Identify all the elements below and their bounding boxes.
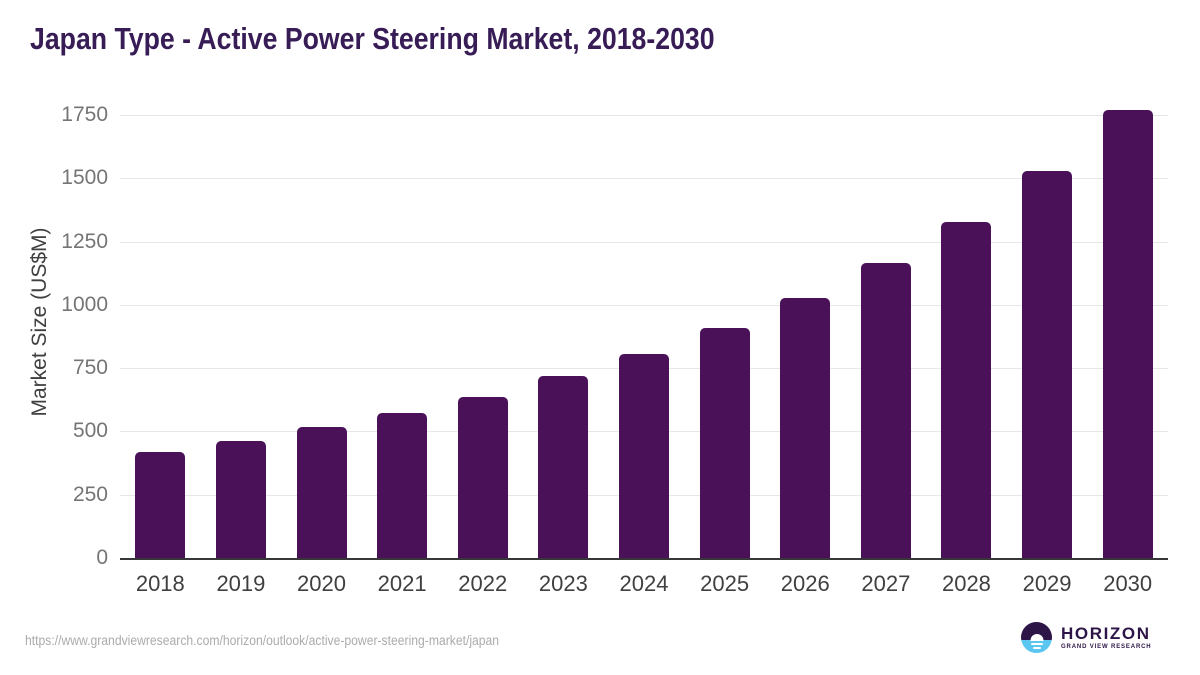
bar-2026[interactable] [780, 298, 831, 558]
gridline-1000 [120, 304, 1168, 306]
y-tick-label-0: 0 [96, 546, 108, 569]
x-tick-label-2024: 2024 [619, 571, 669, 596]
y-tick-label-1750: 1750 [61, 103, 108, 126]
horizon-logo-icon [1021, 622, 1052, 653]
y-tick-label-1250: 1250 [61, 229, 108, 253]
x-tick-label-2026: 2026 [780, 571, 830, 596]
bar-2025[interactable] [699, 328, 750, 558]
logo-reflection-line-1 [1030, 643, 1043, 646]
x-tick-label-2025: 2025 [700, 571, 750, 596]
chart-title: Japan Type - Active Power Steering Marke… [30, 21, 715, 56]
logo-text: HORIZON GRAND VIEW RESEARCH [1061, 625, 1152, 650]
logo-reflection-line-2 [1032, 647, 1041, 650]
gridline-1750 [120, 115, 1168, 116]
gridline-1250 [120, 241, 1168, 243]
plot-area: 0 250 500 750 1000 1250 1500 1750 2018 2019 2020 20… [61, 104, 1168, 596]
bar-2029[interactable] [1022, 170, 1073, 558]
x-tick-label-2022: 2022 [458, 571, 508, 596]
x-tick-label-2027: 2027 [861, 571, 911, 596]
y-axis-label: Market Size (US$M) [28, 227, 51, 417]
bar-2022[interactable] [457, 396, 508, 558]
bar-2023[interactable] [538, 375, 589, 558]
y-tick-label-750: 750 [72, 356, 108, 380]
gridline-1500 [120, 178, 1168, 180]
y-tick-label-1500: 1500 [61, 166, 108, 190]
logo-sun-arch [1030, 634, 1043, 641]
x-tick-label-2029: 2029 [1022, 571, 1072, 596]
bar-2020[interactable] [296, 427, 347, 558]
x-tick-label-2018: 2018 [135, 571, 185, 596]
horizon-logo[interactable]: HORIZON GRAND VIEW RESEARCH [1021, 622, 1152, 653]
y-tick-label-1000: 1000 [61, 292, 108, 316]
x-tick-label-2023: 2023 [538, 571, 588, 596]
bar-2018[interactable] [135, 452, 186, 558]
bar-2019[interactable] [215, 441, 266, 558]
bar-2027[interactable] [860, 263, 911, 558]
x-tick-label-2019: 2019 [216, 571, 266, 596]
y-tick-label-250: 250 [72, 482, 108, 506]
logo-title: HORIZON [1061, 624, 1151, 643]
y-tick-label-500: 500 [72, 419, 108, 443]
x-tick-label-2020: 2020 [297, 571, 346, 596]
bar-2024[interactable] [619, 353, 669, 558]
logo-subtitle: GRAND VIEW RESEARCH [1061, 644, 1152, 650]
x-tick-label-2028: 2028 [941, 571, 991, 596]
x-tick-label-2021: 2021 [377, 571, 427, 596]
source-url: https://www.grandviewresearch.com/horizo… [25, 633, 500, 648]
bar-2030[interactable] [1102, 110, 1153, 558]
bar-2028[interactable] [941, 221, 992, 558]
x-tick-label-2030: 2030 [1103, 571, 1153, 596]
bar-2021[interactable] [377, 412, 428, 558]
